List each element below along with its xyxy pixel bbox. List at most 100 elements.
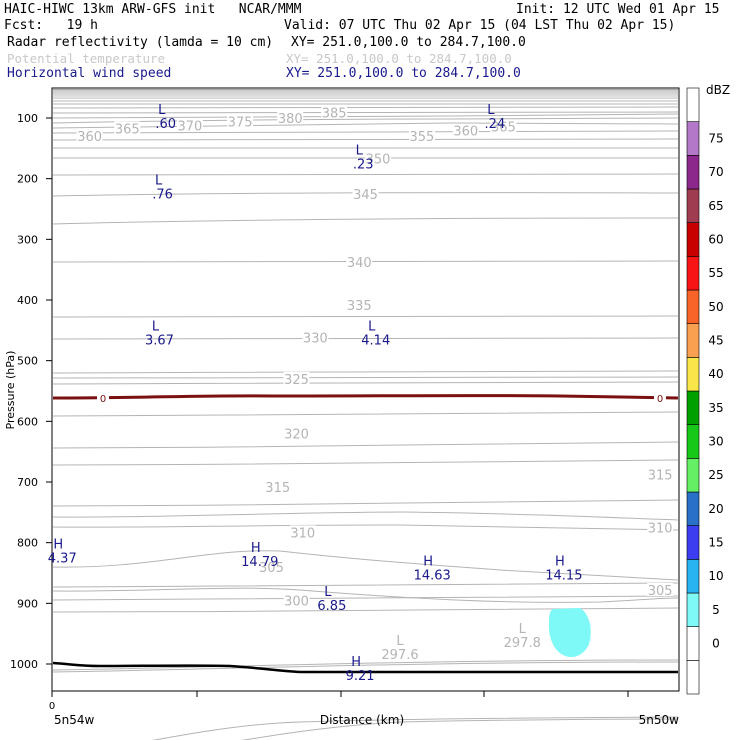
colorbar-unit: dBZ [706,83,730,97]
theta-label: 305 [259,561,284,576]
wind-mark-type: H [423,555,433,570]
colorbar-segment [686,458,700,493]
colorbar-segment [686,155,700,190]
theta-label-bg [227,114,254,128]
wind-mark-type: H [251,541,261,556]
colorbar-label: 70 [708,165,723,179]
theta-label: 310 [290,526,315,541]
wind-mark-value: 6.85 [317,599,346,614]
theta-label: 340 [347,256,372,271]
colorbar-segment [686,357,700,392]
wind-mark-value: 14.79 [241,555,278,570]
theta-label: 305 [648,584,673,599]
theta-label-bg [647,582,674,596]
y-axis-title: Pressure (hPa) [4,351,17,430]
colorbar-segment [686,256,700,291]
theta-label-bg [352,186,379,200]
colorbar-segment [686,390,700,425]
colorbar-label: 15 [708,536,723,550]
colorbar-label: 25 [708,468,723,482]
theta-label: 335 [347,299,372,314]
freezing-label-right-bg [654,392,666,404]
colorbar-segment [686,222,700,257]
x-left-label: 5n54w [54,713,95,727]
wind-mark-value: .76 [152,188,173,203]
field-3-label: Horizontal wind speed [7,66,172,81]
wind-mark-value: 14.63 [414,569,451,584]
wind-mark-type: H [53,538,63,553]
colorbar-label: 65 [708,199,723,213]
y-tick-label: 900 [17,597,38,610]
wind-mark-value: 3.67 [145,333,174,348]
wind-mark-value: 9.21 [346,669,375,684]
colorbar-segment [686,559,700,594]
freezing-level-label-right: 0 [657,394,663,405]
wind-mark-type: L [152,319,160,334]
wind-mark-type: L [158,103,166,118]
theta-label-bg [283,426,310,440]
field-3-xy: XY= 251.0,100.0 to 284.7,100.0 [286,66,521,81]
theta-label-bg [283,593,310,607]
wind-mark-value: .23 [353,157,374,172]
y-tick-label: 200 [17,173,38,186]
theta-label: 325 [284,373,309,388]
colorbar-label: 35 [708,401,723,415]
theta-label-bg [277,111,304,124]
theta-label: 360 [77,130,102,145]
freezing-level-line [52,394,679,400]
plot-frame [51,87,680,692]
theta-label: 330 [303,332,328,347]
theta-mark-value: 297.8 [504,636,541,651]
wind-mark-type: L [487,103,495,118]
theta-label-bg [289,525,316,539]
y-tick-label: 1000 [10,658,38,671]
colorbar-label: 40 [708,367,723,381]
theta-contour-labels: 360 365 370 375 380 385 355 360 365 350 345 340 335 3… [76,105,674,609]
theta-label: 380 [278,112,303,127]
y-tick-label: 800 [17,537,38,550]
colorbar-label: 75 [708,132,723,146]
colorbar-label: 20 [708,502,723,516]
theta-label: 315 [265,481,290,496]
terrain-line [52,661,678,674]
theta-mark-type: L [396,634,404,649]
upper-stripes [53,90,678,98]
colorbar-segment [686,87,700,122]
wind-mark-type: L [368,319,376,334]
theta-label-bg [408,129,435,143]
theta-label: 365 [115,122,140,137]
theta-label-bg [346,297,373,311]
init-time: Init: 12 UTC Wed 01 Apr 15 [516,2,720,17]
theta-label: 370 [178,119,203,134]
freezing-label-left-bg [97,392,109,404]
reflectivity-blob [548,608,591,658]
theta-label: 300 [284,594,309,609]
colorbar-label: 30 [708,435,723,449]
theta-mark-type: L [519,622,527,637]
field-1-label: Radar reflectivity (lamda = 10 cm) [7,35,274,50]
colorbar: 0 5 10 15 20 25 30 35 40 45 50 55 60 65 70 75 [686,87,724,695]
theta-label: 360 [453,125,478,140]
valid-time: Valid: 07 UTC Thu 02 Apr 15 (04 LST Thu … [284,18,676,33]
wind-mark-type: H [555,555,565,570]
theta-label-bg [647,520,674,534]
theta-label: 375 [228,116,253,131]
freezing-level-label-left: 0 [100,394,106,405]
colorbar-label: 45 [708,334,723,348]
colorbar-segment [686,424,700,459]
y-tick-label: 600 [17,415,38,428]
y-axis-ticks: 100 200 300 400 500 600 700 800 900 1000 [10,112,52,671]
theta-label: 365 [491,120,516,135]
theta-label: 385 [322,107,347,122]
colorbar-segment [686,188,700,223]
theta-label-bg [321,105,348,119]
y-tick-label: 400 [17,294,38,307]
y-tick-label: 100 [17,112,38,125]
x-tick-label-zero: 0 [49,701,55,712]
wind-mark-type: H [351,655,361,670]
theta-label: 350 [366,153,391,168]
theta-label: 310 [648,522,673,537]
